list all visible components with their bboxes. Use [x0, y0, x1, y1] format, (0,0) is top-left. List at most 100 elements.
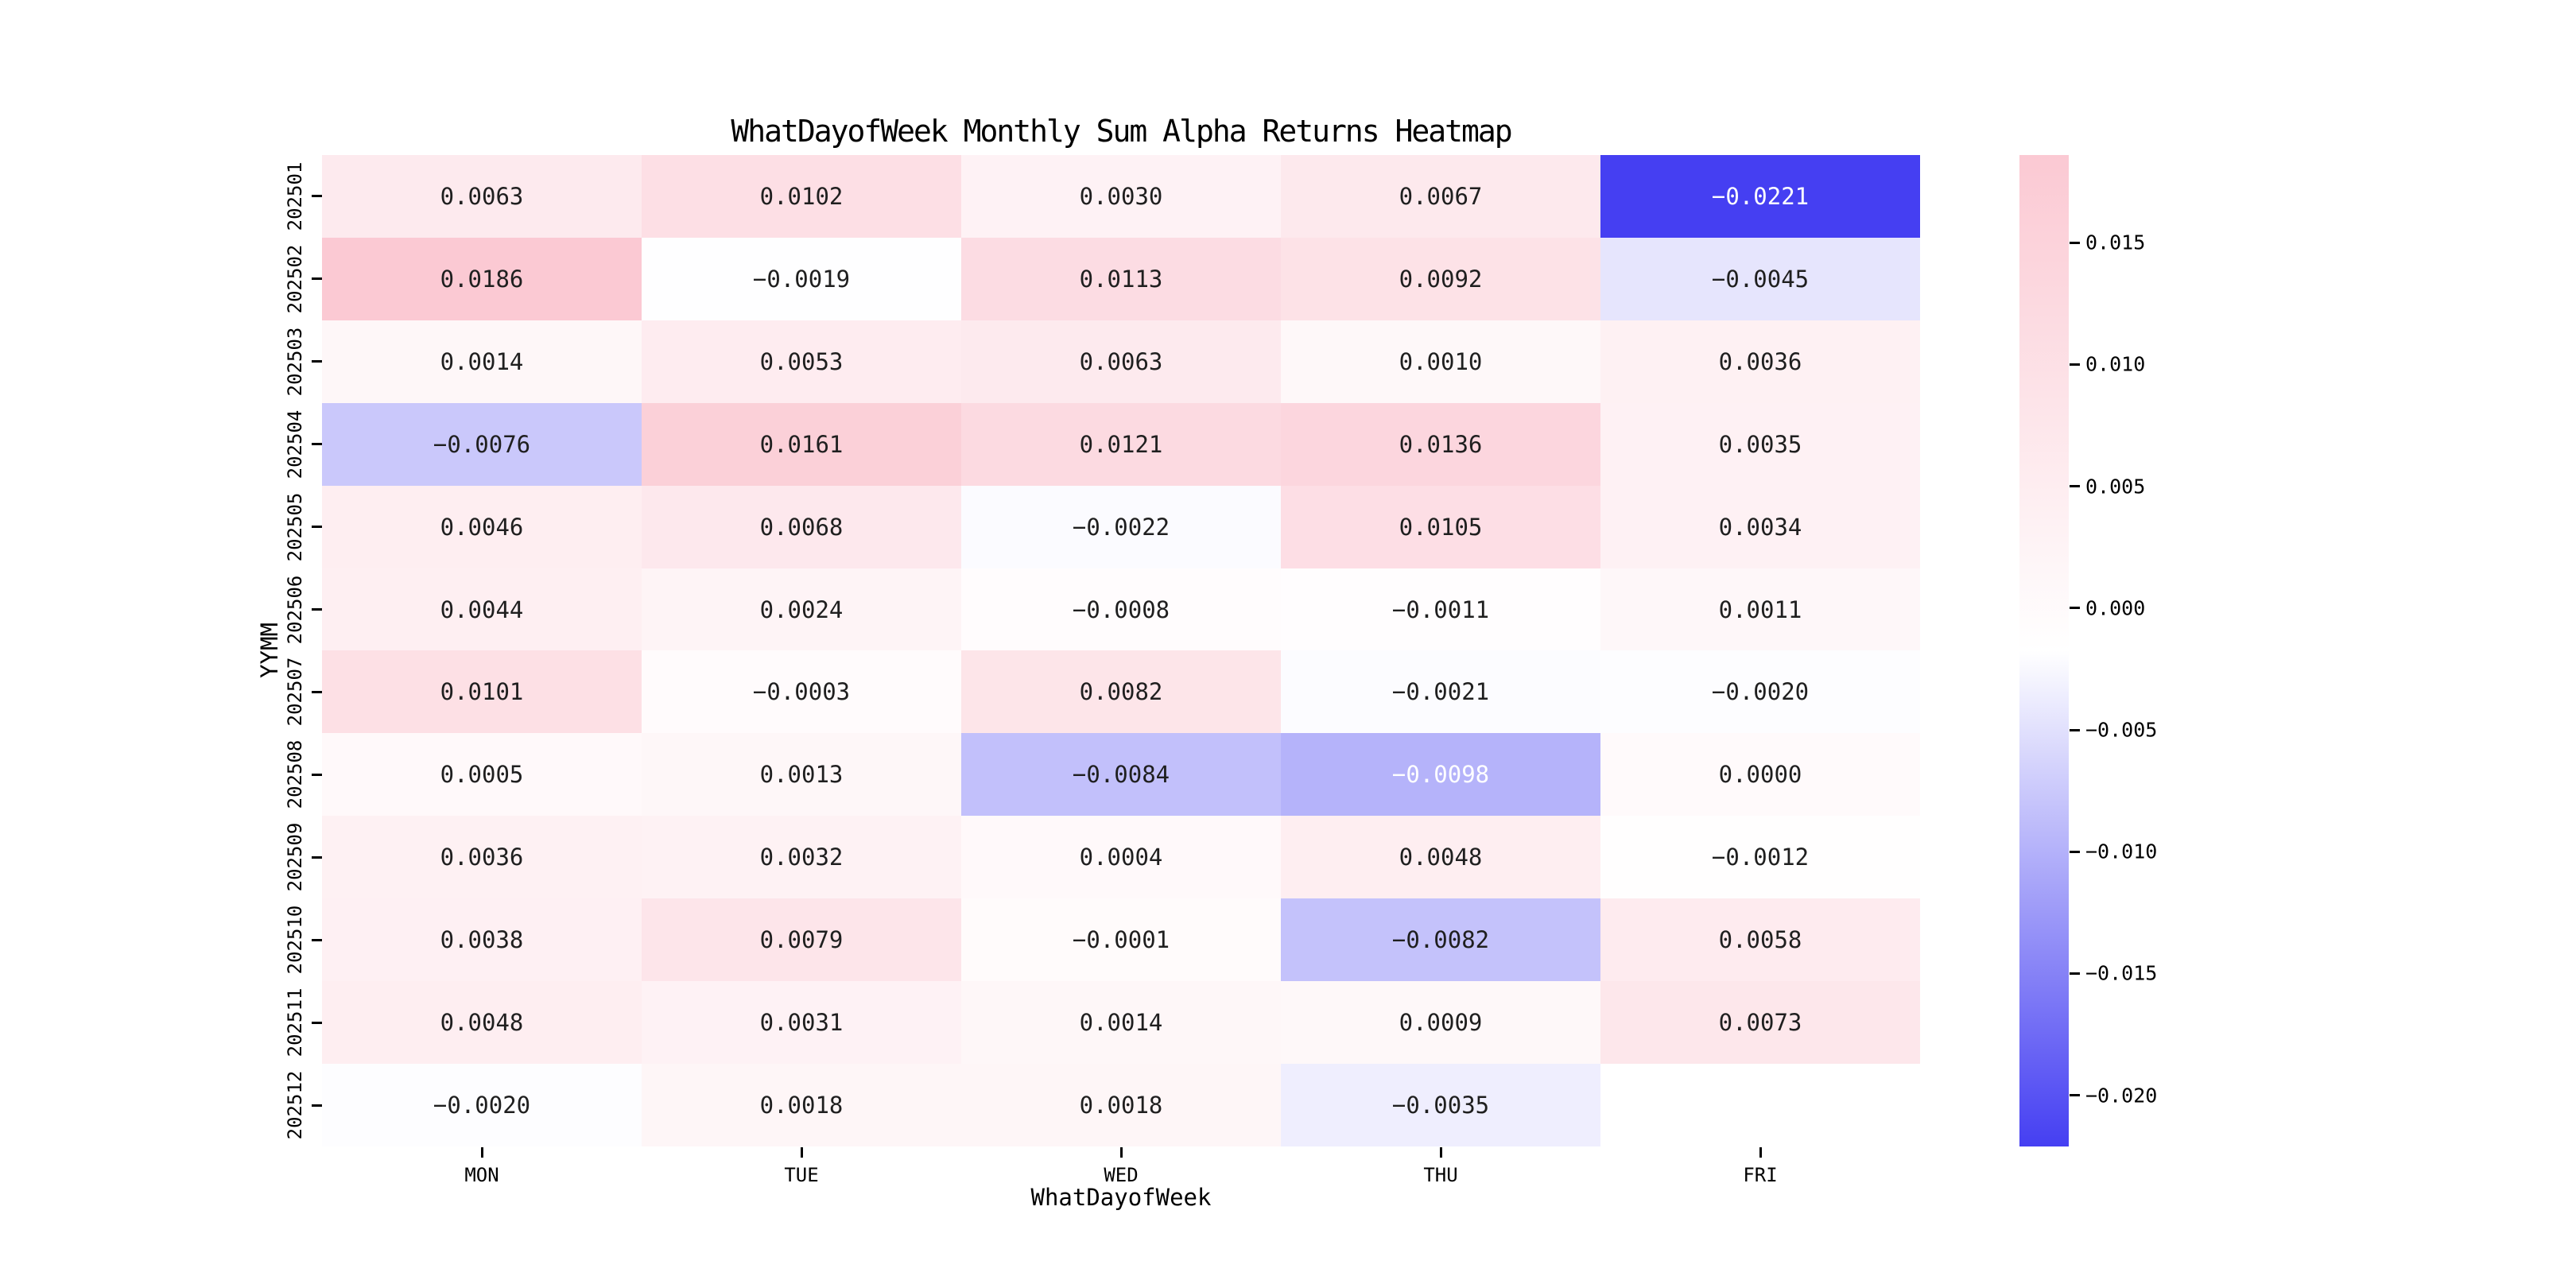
colorbar-tick-label: −0.005	[2085, 718, 2158, 742]
colorbar-tick-label: 0.005	[2085, 475, 2146, 499]
heatmap-cell: 0.0121	[961, 402, 1281, 486]
y-tick-label: 202505	[284, 492, 306, 561]
heatmap-cell: 0.0079	[642, 898, 961, 982]
heatmap-cell: 0.0101	[322, 650, 642, 734]
heatmap-cell: 0.0048	[322, 981, 642, 1065]
heatmap-cell: 0.0009	[1281, 981, 1600, 1065]
heatmap-cell: 0.0036	[322, 816, 642, 899]
x-tick-mark	[1439, 1147, 1442, 1158]
heatmap-cell: −0.0012	[1600, 816, 1920, 899]
y-tick-mark	[312, 855, 322, 859]
heatmap-cell: 0.0068	[642, 485, 961, 568]
heatmap-cell: 0.0044	[322, 568, 642, 651]
y-tick-mark	[312, 1021, 322, 1024]
heatmap-cell: 0.0048	[1281, 816, 1600, 899]
heatmap-cell: 0.0032	[642, 816, 961, 899]
heatmap-cell: 0.0105	[1281, 485, 1600, 568]
heatmap-cell: −0.0008	[961, 568, 1281, 651]
colorbar-axis: 0.015 0.010 0.005 0.000 −0.005 −0.010 −0.015 −0…	[2069, 155, 2260, 1146]
y-tick-mark	[312, 690, 322, 693]
colorbar-tick-label: −0.015	[2085, 961, 2158, 985]
heatmap-cell: 0.0034	[1600, 485, 1920, 568]
colorbar-tick-mark	[2070, 363, 2080, 366]
x-tick-mark	[800, 1147, 803, 1158]
heatmap-cell: 0.0046	[322, 485, 642, 568]
heatmap-cell: 0.0014	[322, 320, 642, 403]
x-tick-label: WED	[1104, 1164, 1139, 1186]
heatmap-cell: −0.0098	[1281, 733, 1600, 817]
heatmap-cell: −0.0011	[1281, 568, 1600, 651]
x-tick-mark	[1759, 1147, 1762, 1158]
y-tick-label: 202501	[284, 161, 306, 231]
heatmap-grid: 0.0063 0.0102 0.0030 0.0067 −0.0221 0.0186 −0.…	[322, 155, 1920, 1146]
heatmap-cell: 0.0030	[961, 155, 1281, 238]
y-tick-label: 202511	[284, 987, 306, 1057]
heatmap-cell: 0.0010	[1281, 320, 1600, 403]
y-tick-mark	[312, 443, 322, 446]
colorbar-tick-label: −0.010	[2085, 840, 2158, 863]
y-tick-label: 202507	[284, 658, 306, 727]
heatmap-cell: 0.0063	[322, 155, 642, 238]
heatmap-cell: −0.0021	[1281, 650, 1600, 734]
heatmap-cell: −0.0076	[322, 402, 642, 486]
heatmap-cell: −0.0082	[1281, 898, 1600, 982]
heatmap-cell: 0.0014	[961, 981, 1281, 1065]
y-tick-label: 202509	[284, 822, 306, 892]
heatmap-cell: 0.0005	[322, 733, 642, 817]
chart-title: WhatDayofWeek Monthly Sum Alpha Returns …	[731, 114, 1512, 149]
x-axis-label: WhatDayofWeek	[1030, 1184, 1212, 1211]
heatmap-cell: 0.0036	[1600, 320, 1920, 403]
heatmap-cell: 0.0113	[961, 237, 1281, 320]
y-tick-label: 202510	[284, 905, 306, 975]
heatmap-cell: 0.0035	[1600, 402, 1920, 486]
heatmap-cell: 0.0058	[1600, 898, 1920, 982]
x-tick-label: MON	[464, 1164, 499, 1186]
heatmap-cell: −0.0045	[1600, 237, 1920, 320]
y-tick-mark	[312, 195, 322, 198]
y-tick-label: 202508	[284, 740, 306, 809]
colorbar-tick-mark	[2070, 972, 2080, 975]
heatmap-cell: −0.0221	[1600, 155, 1920, 238]
heatmap-cell: −0.0020	[1600, 650, 1920, 734]
x-tick-label: TUE	[784, 1164, 819, 1186]
heatmap-cell: −0.0001	[961, 898, 1281, 982]
heatmap-cell: −0.0003	[642, 650, 961, 734]
y-tick-mark	[312, 360, 322, 363]
colorbar-tick-label: 0.000	[2085, 596, 2146, 620]
colorbar-tick-mark	[2070, 607, 2080, 610]
x-axis: MON TUE WED THU FRI	[322, 1146, 1920, 1242]
heatmap-cell: 0.0092	[1281, 237, 1600, 320]
colorbar-tick-label: −0.020	[2085, 1084, 2158, 1108]
heatmap-cell: −0.0019	[642, 237, 961, 320]
colorbar-tick-mark	[2070, 241, 2080, 244]
heatmap-cell: 0.0018	[642, 1064, 961, 1146]
heatmap-cell: 0.0082	[961, 650, 1281, 734]
heatmap-cell: 0.0102	[642, 155, 961, 238]
colorbar-tick-mark	[2070, 728, 2080, 731]
heatmap-cell: −0.0084	[961, 733, 1281, 817]
y-tick-label: 202512	[284, 1070, 306, 1140]
y-tick-label: 202504	[284, 409, 306, 479]
heatmap-cell: 0.0186	[322, 237, 642, 320]
colorbar-tick-mark	[2070, 485, 2080, 488]
heatmap-cell: 0.0031	[642, 981, 961, 1065]
heatmap-cell: 0.0038	[322, 898, 642, 982]
heatmap-cell: 0.0067	[1281, 155, 1600, 238]
colorbar-tick-label: 0.010	[2085, 352, 2146, 376]
y-tick-mark	[312, 526, 322, 529]
heatmap-cell: 0.0161	[642, 402, 961, 486]
y-tick-mark	[312, 1104, 322, 1107]
colorbar-tick-mark	[2070, 1094, 2080, 1097]
y-tick-mark	[312, 773, 322, 776]
y-tick-label: 202506	[284, 575, 306, 644]
heatmap-cell-empty	[1600, 1064, 1920, 1146]
y-tick-label: 202502	[284, 244, 306, 314]
colorbar-tick-label: 0.015	[2085, 231, 2146, 254]
heatmap-cell: 0.0013	[642, 733, 961, 817]
colorbar-tick-mark	[2070, 850, 2080, 853]
heatmap-cell: 0.0011	[1600, 568, 1920, 651]
colorbar-gradient	[2019, 155, 2069, 1146]
heatmap-cell: −0.0020	[322, 1064, 642, 1146]
x-tick-mark	[480, 1147, 483, 1158]
